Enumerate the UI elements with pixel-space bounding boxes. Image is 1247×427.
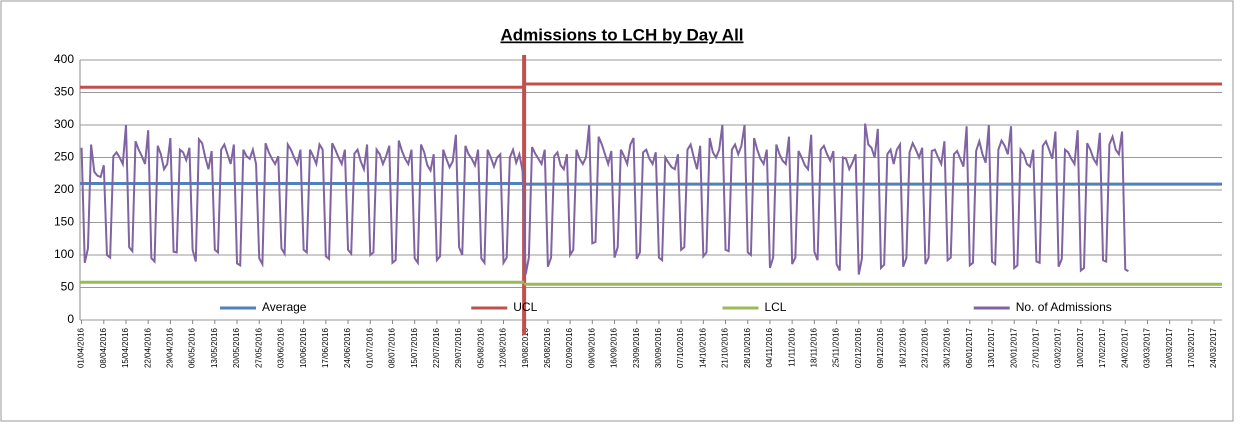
- x-tick-label: 30/12/2016: [943, 327, 952, 368]
- x-tick-label: 27/01/2017: [1032, 327, 1041, 368]
- x-tick-label: 15/04/2016: [121, 327, 130, 368]
- y-tick-label: 200: [54, 182, 74, 196]
- x-tick-label: 23/09/2016: [632, 327, 641, 368]
- chart-frame: [0, 0, 1234, 422]
- x-tick-label: 12/08/2016: [499, 327, 508, 368]
- x-tick-label: 18/11/2016: [809, 327, 818, 367]
- x-tick-label: 29/07/2016: [454, 327, 463, 368]
- x-tick-label: 26/08/2016: [543, 327, 552, 368]
- x-tick-label: 20/01/2017: [1009, 327, 1018, 368]
- x-tick-label: 15/07/2016: [410, 327, 419, 368]
- x-tick-label: 06/05/2016: [188, 327, 197, 368]
- x-tick-label: 02/12/2016: [854, 327, 863, 368]
- y-tick-label: 250: [54, 150, 74, 164]
- x-tick-label: 03/03/2017: [1143, 327, 1152, 368]
- x-tick-label: 13/01/2017: [987, 327, 996, 368]
- legend-label: LCL: [764, 300, 786, 314]
- x-tick-label: 24/02/2017: [1120, 327, 1129, 368]
- x-tick-label: 29/04/2016: [166, 327, 175, 368]
- y-tick-label: 300: [54, 117, 74, 131]
- x-tick-label: 10/02/2017: [1076, 327, 1085, 368]
- x-tick-label: 25/11/2016: [832, 327, 841, 367]
- x-tick-label: 30/09/2016: [654, 327, 663, 368]
- x-tick-label: 16/12/2016: [898, 327, 907, 368]
- x-tick-label: 20/05/2016: [232, 327, 241, 368]
- legend-label: Average: [262, 300, 307, 314]
- x-tick-label: 24/06/2016: [343, 327, 352, 368]
- admissions-line: [80, 123, 1129, 275]
- x-tick-label: 21/10/2016: [721, 327, 730, 368]
- x-tick-label: 17/06/2016: [321, 327, 330, 368]
- x-tick-label: 03/02/2017: [1054, 327, 1063, 368]
- x-tick-label: 22/04/2016: [143, 327, 152, 368]
- x-tick-label: 06/01/2017: [965, 327, 974, 368]
- x-tick-label: 11/11/2016: [787, 327, 796, 366]
- x-tick-label: 28/10/2016: [743, 327, 752, 368]
- y-tick-label: 100: [54, 247, 74, 261]
- legend-label: UCL: [513, 300, 537, 314]
- x-tick-label: 10/03/2017: [1165, 327, 1174, 368]
- y-tick-label: 50: [61, 280, 75, 294]
- x-tick-label: 02/09/2016: [565, 327, 574, 368]
- x-tick-label: 01/07/2016: [365, 327, 374, 368]
- x-tick-label: 09/09/2016: [587, 327, 596, 368]
- x-tick-label: 13/05/2016: [210, 327, 219, 368]
- chart-title: Admissions to LCH by Day All: [500, 25, 743, 44]
- x-tick-label: 19/08/2016: [521, 327, 530, 368]
- x-tick-label: 03/06/2016: [277, 327, 286, 368]
- x-tick-label: 22/07/2016: [432, 327, 441, 368]
- x-tick-label: 23/12/2016: [921, 327, 930, 368]
- x-tick-label: 24/03/2017: [1209, 327, 1218, 368]
- y-tick-label: 0: [67, 312, 74, 326]
- x-tick-label: 05/08/2016: [476, 327, 485, 368]
- x-tick-label: 08/07/2016: [388, 327, 397, 368]
- x-tick-label: 27/05/2016: [254, 327, 263, 368]
- x-tick-label: 01/04/2016: [77, 327, 86, 368]
- x-tick-label: 04/11/2016: [765, 327, 774, 367]
- x-tick-label: 09/12/2016: [876, 327, 885, 368]
- x-tick-label: 14/10/2016: [698, 327, 707, 368]
- x-tick-label: 17/03/2017: [1187, 327, 1196, 368]
- x-tick-label: 10/06/2016: [299, 327, 308, 368]
- x-tick-label: 07/10/2016: [676, 327, 685, 368]
- y-tick-label: 400: [54, 52, 74, 66]
- y-tick-label: 350: [54, 85, 74, 99]
- y-tick-label: 150: [54, 215, 74, 229]
- x-tick-label: 16/09/2016: [610, 327, 619, 368]
- x-tick-label: 17/02/2017: [1098, 327, 1107, 368]
- x-tick-label: 08/04/2016: [99, 327, 108, 368]
- legend-label: No. of Admissions: [1016, 300, 1112, 314]
